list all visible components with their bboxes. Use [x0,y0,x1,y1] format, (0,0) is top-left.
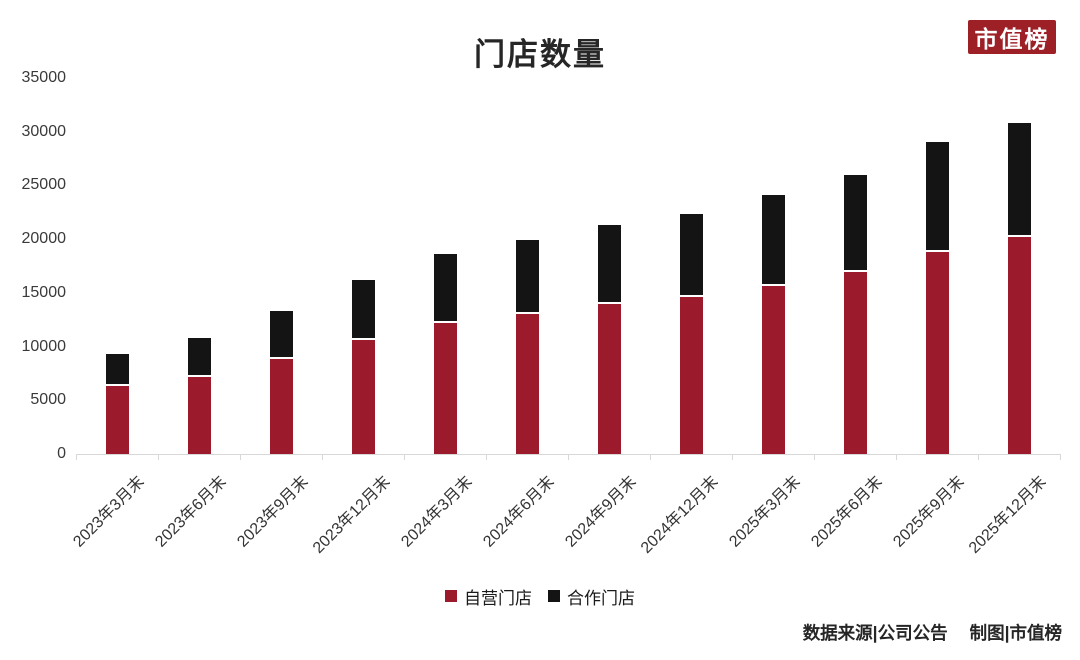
bar-segment-self-operated [925,252,949,454]
x-axis-tick [650,455,651,460]
bar-segment-self-operated [679,297,703,454]
x-axis-label: 2023年9月末 [233,473,312,551]
x-axis-tick [1060,455,1061,460]
x-axis-label: 2024年9月末 [561,473,640,551]
y-axis-tick-label: 35000 [21,69,67,86]
x-axis-label: 2025年9月末 [889,473,968,551]
bar-segment-partner [1007,123,1031,235]
bar-segment-self-operated [269,359,293,454]
legend-item-partner: 合作门店 [548,584,635,609]
shizhibang-logo: 市值榜 [968,20,1056,54]
x-axis-tick [486,455,487,460]
bar-segment-partner [187,337,211,375]
chart-credit-text: 制图|市值榜 [969,623,1062,643]
bar-segment-partner [925,142,949,251]
x-axis-line [76,454,1061,455]
bar-segment-self-operated [351,340,375,454]
bar-segment-self-operated [761,286,785,454]
bar-segment-self-operated [597,304,621,454]
y-axis-tick-label: 20000 [21,230,67,248]
chart-title: 门店数量 [474,37,606,72]
x-axis-tick [568,455,569,460]
x-axis-tick [978,455,979,460]
x-axis-tick [76,455,77,460]
x-axis-tick [404,455,405,460]
bar-segment-self-operated [433,322,457,454]
legend-label: 合作门店 [567,588,635,608]
y-axis-tick-label: 15000 [21,283,67,301]
x-axis-label: 2025年3月末 [725,473,804,551]
legend-color-swatch [548,590,560,602]
x-axis-tick [240,455,241,460]
x-axis-label: 2025年6月末 [807,473,886,551]
bar-segment-partner [433,254,457,321]
bar-segment-self-operated [187,376,211,454]
x-axis-label: 2023年6月末 [151,473,230,551]
x-axis-tick [814,455,815,460]
bar-segment-partner [269,311,293,358]
bar-segment-partner [761,195,785,285]
bar-segment-partner [843,174,867,271]
data-source-text: 数据来源|公司公告 [802,623,948,643]
bar-segment-partner [351,279,375,339]
legend-label: 自营门店 [464,588,532,608]
bar-segment-partner [597,224,621,303]
footer-credits: 数据来源|公司公告 制图|市值榜 [803,620,1062,645]
y-axis-tick-label: 30000 [21,122,67,140]
y-axis-tick-label: 10000 [21,337,67,355]
x-axis-tick [322,455,323,460]
x-axis-label: 2023年12月末 [309,473,394,557]
x-axis-label: 2024年12月末 [637,473,722,557]
legend-color-swatch [445,590,457,602]
legend-item-self_operated: 自营门店 [445,584,532,609]
bar-segment-self-operated [1007,236,1031,454]
bar-segment-partner [105,353,129,385]
y-axis-tick-label: 0 [57,445,66,462]
x-axis-tick [732,455,733,460]
x-axis-tick [158,455,159,460]
x-axis-tick [896,455,897,460]
y-axis-tick-label: 25000 [21,176,67,194]
x-axis-label: 2023年3月末 [69,473,148,551]
x-axis-label: 2024年6月末 [479,473,558,551]
bar-segment-partner [679,214,703,296]
x-axis-label: 2024年3月末 [397,473,476,551]
x-axis-label: 2025年12月末 [965,473,1050,557]
bar-segment-self-operated [843,272,867,454]
legend: 自营门店 合作门店 [0,584,1080,608]
bar-segment-self-operated [515,313,539,454]
bar-segment-partner [515,239,539,312]
y-axis-tick-label: 5000 [30,391,66,409]
bar-segment-self-operated [105,386,129,454]
